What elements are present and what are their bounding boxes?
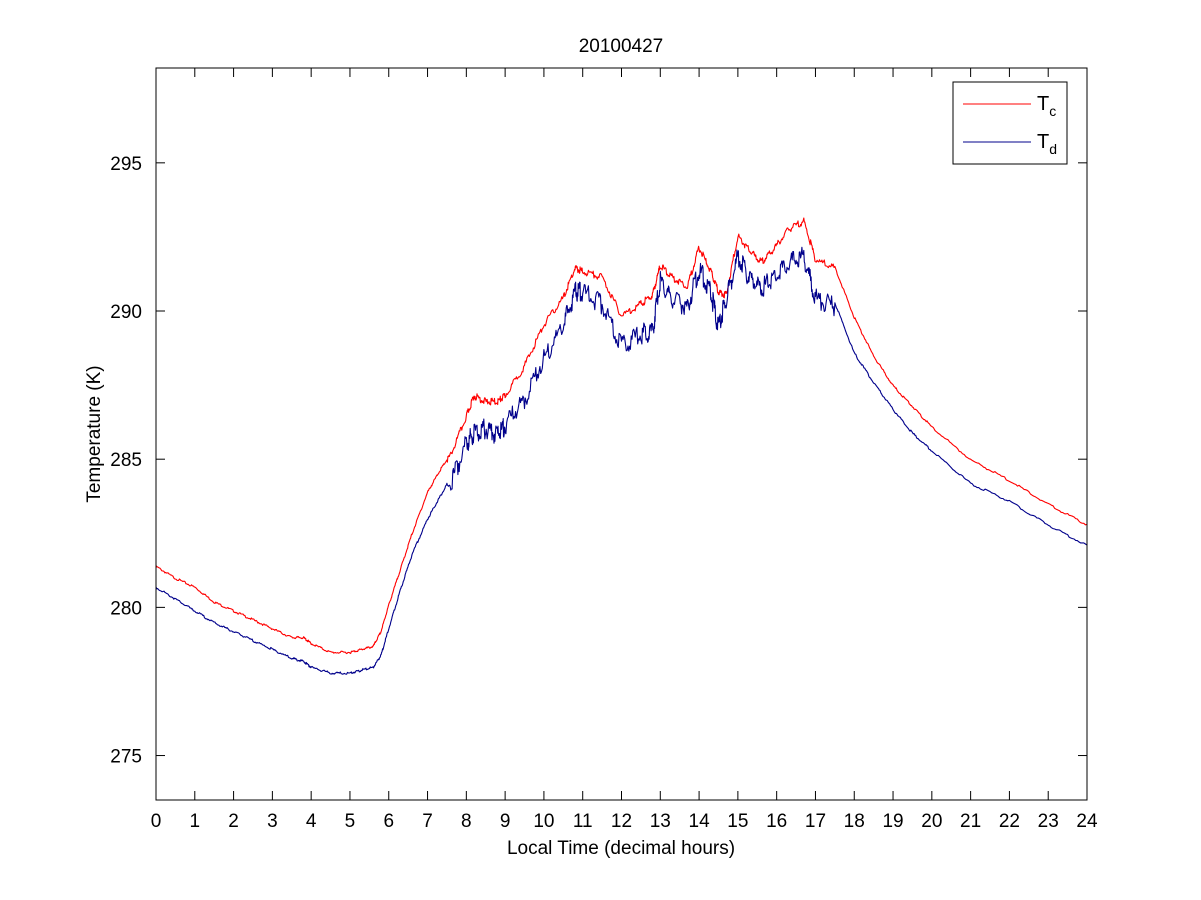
x-tick-label: 13: [650, 811, 671, 832]
ticks-layer: 0 1 2 3 4 5 6 7 8 9 10 11 12 13 14 15 16 17 18 19 20 21 22 23 24…: [110, 68, 1098, 832]
x-tick-label: 1: [190, 811, 201, 832]
y-axis-label: Temperature (K): [84, 365, 105, 502]
legend-label-tc-sub: c: [1049, 103, 1056, 119]
legend-label-td: Td: [1037, 131, 1057, 157]
y-tick-label: 275: [110, 747, 142, 768]
series-line-tc: [155, 217, 1088, 655]
y-tick-label: 285: [110, 450, 142, 471]
x-tick-label: 0: [151, 811, 162, 832]
y-tick-label: 295: [110, 154, 142, 175]
x-tick-label: 5: [345, 811, 356, 832]
legend-label-tc: Tc: [1037, 93, 1056, 119]
x-tick-label: 17: [805, 811, 826, 832]
series-layer: [155, 217, 1088, 675]
x-tick-label: 4: [306, 811, 317, 832]
legend: Tc Td: [952, 81, 1068, 165]
x-tick-label: 18: [844, 811, 865, 832]
x-tick-label: 10: [533, 811, 554, 832]
x-axis-label: Local Time (decimal hours): [507, 838, 735, 859]
y-tick-label: 280: [110, 598, 142, 619]
x-tick-label: 16: [766, 811, 787, 832]
legend-label-td-main: T: [1037, 131, 1049, 153]
x-tick-label: 20: [921, 811, 942, 832]
plot-background: [156, 68, 1087, 800]
legend-box: [952, 81, 1068, 165]
x-tick-label: 15: [727, 811, 748, 832]
series-line-td: [155, 246, 1088, 675]
x-tick-label: 6: [383, 811, 394, 832]
x-tick-label: 23: [1038, 811, 1059, 832]
x-tick-label: 7: [422, 811, 433, 832]
legend-label-td-sub: d: [1049, 141, 1057, 157]
x-tick-label: 19: [882, 811, 903, 832]
legend-label-tc-main: T: [1037, 93, 1049, 115]
x-tick-label: 14: [689, 811, 711, 832]
x-tick-label: 11: [573, 811, 593, 832]
chart-title: 20100427: [579, 36, 664, 57]
x-tick-label: 8: [461, 811, 472, 832]
x-tick-label: 12: [611, 811, 632, 832]
x-tick-label: 21: [960, 811, 981, 832]
x-tick-label: 9: [500, 811, 511, 832]
x-tick-label: 24: [1076, 811, 1098, 832]
x-tick-label: 3: [267, 811, 278, 832]
x-tick-label: 2: [228, 811, 239, 832]
y-tick-label: 290: [110, 302, 142, 323]
x-tick-label: 22: [999, 811, 1020, 832]
